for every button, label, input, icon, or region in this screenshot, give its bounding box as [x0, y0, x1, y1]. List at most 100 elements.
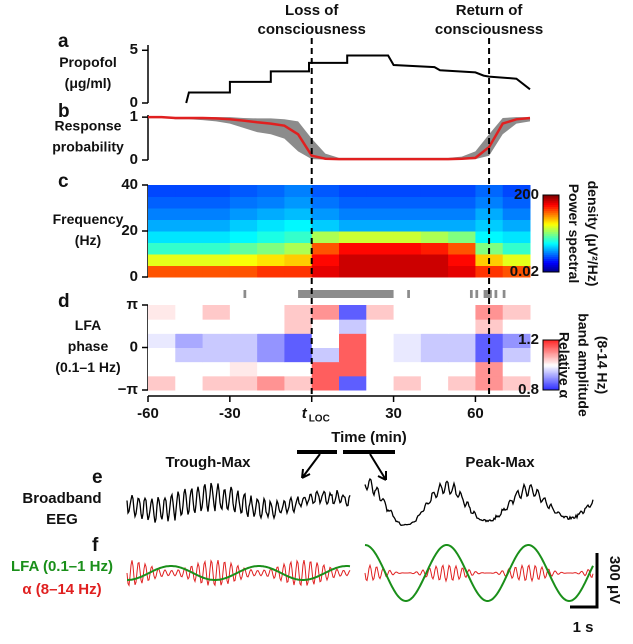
heatmap-cell — [448, 333, 476, 348]
heatmap-cell — [284, 185, 313, 197]
panel-letter: b — [58, 101, 70, 122]
y-tick-label: 0 — [130, 338, 138, 355]
heatmap-cell — [202, 185, 231, 197]
heatmap-cell — [393, 319, 422, 334]
heatmap-cell — [502, 375, 531, 391]
colorbar-step — [543, 367, 559, 370]
heatmap-cell — [202, 219, 231, 232]
colorbar-label: band amplitude — [575, 313, 591, 417]
heatmap-cell — [339, 347, 367, 363]
heatmap-cell — [420, 319, 449, 334]
heatmap-cell — [393, 375, 422, 391]
colorbar-tick-label: 0.02 — [510, 263, 539, 280]
colorbar-step — [543, 200, 559, 204]
colorbar-frame — [542, 339, 560, 391]
colorbar-label: Relative α — [556, 332, 572, 399]
x-axis-label: Time (min) — [331, 429, 407, 446]
x-tick-label: -60 — [137, 405, 159, 422]
colorbar-step — [543, 210, 559, 213]
heatmap-cell — [393, 185, 422, 197]
colorbar-step — [543, 254, 559, 258]
heatmap-cell — [339, 254, 367, 266]
heatmap-cell — [229, 319, 258, 334]
y-axis-label: Propofol — [59, 54, 117, 70]
heatmap-cell — [257, 347, 285, 363]
colorbar-step — [543, 204, 559, 208]
heatmap-cell — [339, 333, 367, 348]
panel-letter: e — [92, 467, 103, 488]
heatmap-cell — [202, 319, 231, 334]
trace-label: α (8–14 Hz) — [22, 581, 101, 598]
heatmap-cell — [311, 242, 340, 255]
heatmap-cell — [393, 333, 422, 348]
colorbar-step — [543, 212, 559, 215]
heatmap-cell — [393, 347, 422, 363]
heatmap-cell — [175, 305, 204, 320]
heatmap-cell — [339, 231, 367, 243]
heatmap-cell — [229, 375, 258, 391]
colorbar-step — [543, 268, 559, 271]
y-axis-label: (Hz) — [75, 232, 101, 248]
heatmap-cell — [175, 185, 204, 197]
heatmap-cell — [448, 347, 476, 363]
heatmap-cell — [175, 219, 204, 232]
heatmap-cell — [393, 265, 422, 278]
significance-bar — [339, 290, 394, 298]
colorbar-step — [543, 376, 559, 378]
heatmap-cell — [284, 347, 313, 363]
heatmap-cell — [284, 319, 313, 334]
event-label: consciousness — [258, 21, 366, 38]
colorbar-step — [543, 345, 559, 347]
colorbar-step — [543, 227, 559, 231]
heatmap-cell — [284, 231, 313, 243]
heatmap-cell — [202, 333, 231, 348]
heatmap-cell — [257, 231, 285, 243]
heatmap-cell — [339, 265, 367, 278]
heatmap-cell — [366, 231, 395, 243]
panel-letter: f — [92, 535, 99, 556]
colorbar-step — [543, 385, 559, 387]
heatmap-cell — [229, 196, 258, 209]
colorbar-step — [543, 370, 559, 372]
heatmap-cell — [311, 375, 340, 391]
heatmap-cell — [257, 319, 285, 334]
colorbar-step — [543, 342, 559, 345]
heatmap-cell — [393, 305, 422, 320]
colorbar-step — [543, 360, 559, 362]
panel-letter: a — [58, 31, 69, 52]
heatmap-cell — [175, 319, 204, 334]
colorbar-step — [543, 375, 559, 377]
heatmap-cell — [311, 265, 340, 278]
heatmap-cell — [229, 361, 258, 377]
heatmap-cell — [366, 361, 395, 377]
colorbar-step — [543, 243, 559, 246]
colorbar-label: Power spectral — [566, 184, 582, 284]
heatmap-cell — [311, 319, 340, 334]
y-tick-label: 0 — [130, 268, 138, 285]
scale-label: 1 s — [573, 619, 594, 636]
heatmap-cell — [229, 305, 258, 320]
heatmap-cell — [284, 375, 313, 391]
dose-line — [185, 54, 531, 104]
heatmap-cell — [366, 333, 395, 348]
heatmap-cell — [366, 254, 395, 266]
trace-title: Trough-Max — [166, 454, 252, 471]
heatmap-cell — [366, 185, 395, 197]
heatmap-cell — [229, 219, 258, 232]
trace — [126, 559, 351, 587]
heatmap-cell — [229, 333, 258, 348]
significance-bar — [483, 290, 492, 298]
colorbar-step — [543, 214, 559, 217]
colorbar-step — [543, 380, 559, 382]
heatmap-cell — [311, 333, 340, 348]
colorbar-step — [543, 358, 559, 361]
colorbar-step — [543, 351, 559, 353]
heatmap-cell — [502, 347, 531, 363]
colorbar-label: density (μV²/Hz) — [585, 181, 601, 287]
heatmap-cell — [202, 265, 231, 278]
heatmap-cell — [502, 305, 531, 320]
heatmap-cell — [475, 219, 504, 232]
colorbar-step — [543, 237, 559, 240]
heatmap-cell — [393, 208, 422, 220]
colorbar-step — [543, 386, 559, 388]
